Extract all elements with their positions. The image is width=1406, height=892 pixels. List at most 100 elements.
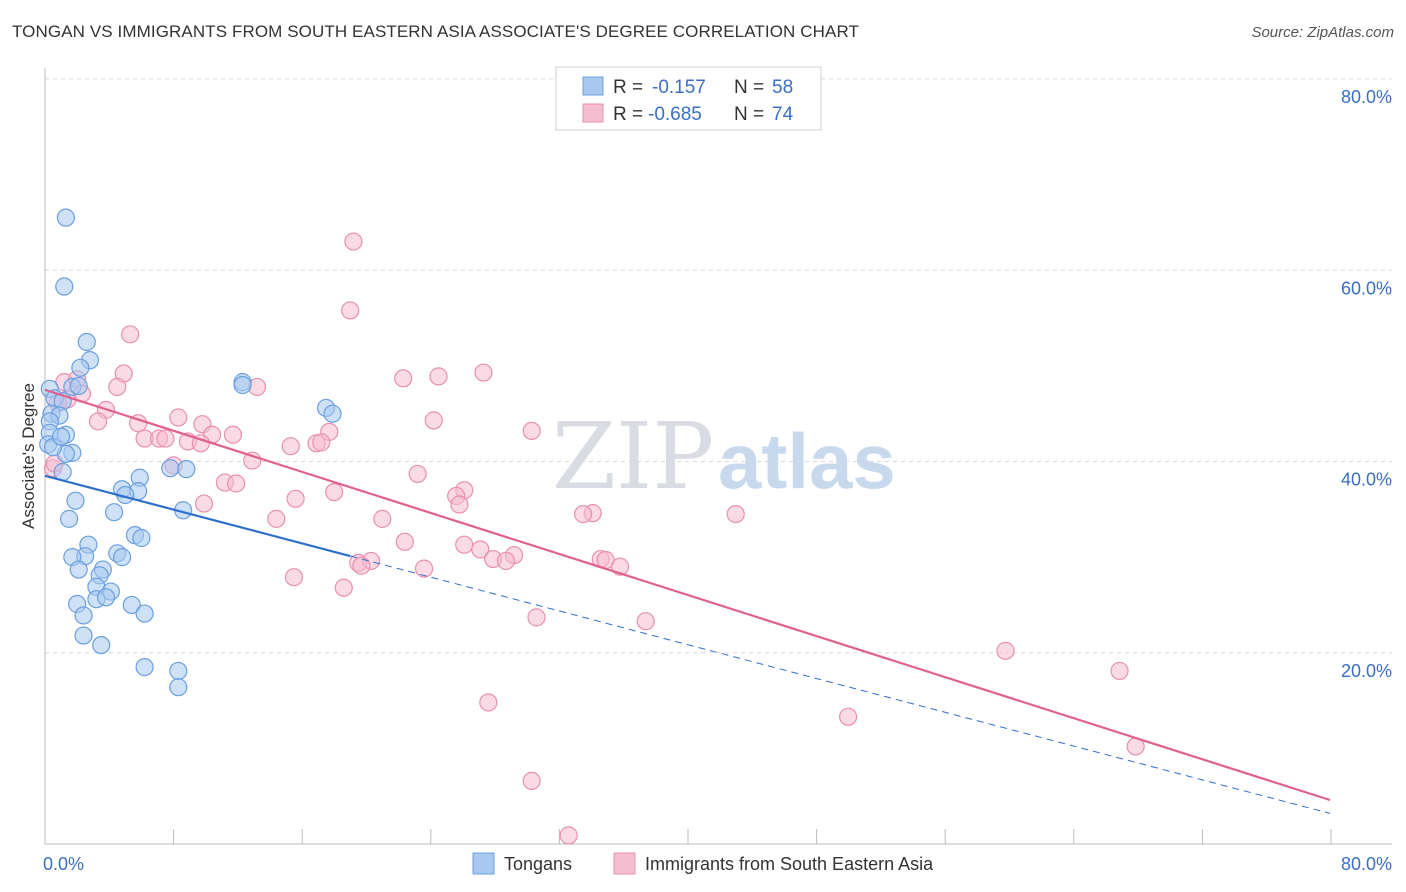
immigrants-point-16 [424,411,443,430]
series-immigrants-points [43,232,1145,845]
immigrants-point-64 [527,608,546,627]
y-tick-label-40: 40.0% [1341,470,1392,490]
legend: R = -0.157 N = 58 R = -0.685 N = 74 [555,66,822,131]
legend-r-label-1: R = [613,77,643,98]
immigrants-point-35 [408,464,427,484]
tongans-point-26 [104,503,124,522]
immigrants-trend [44,388,1331,802]
immigrants-point-9 [108,377,127,397]
y-axis-tick-labels: 80.0% 60.0% 40.0% 20.0% [1341,87,1392,681]
tongans-point-18 [161,459,180,478]
immigrants-point-1 [341,301,360,320]
tongans-point-45 [74,606,93,625]
immigrants-point-54 [496,551,516,571]
x-axis-ticks [44,829,1332,844]
immigrants-point-37 [227,474,246,493]
immigrants-point-0 [344,232,363,251]
tongans-point-49 [169,661,188,681]
x-tick-label-max: 80.0% [1341,854,1392,874]
trend-lines [44,388,1331,814]
immigrants-point-50 [455,535,474,554]
immigrants-point-71 [522,771,541,790]
immigrants-point-42 [194,494,214,513]
immigrants-point-62 [284,568,304,587]
y-tick-label-20: 20.0% [1341,661,1392,681]
immigrants-point-5 [394,369,413,388]
source-label: Source: ZipAtlas.com [1251,24,1394,41]
immigrants-point-69 [839,707,858,726]
immigrants-point-17 [88,412,108,431]
immigrants-point-51 [471,540,490,559]
immigrants-point-45 [573,504,593,524]
tongans-point-19 [177,460,196,479]
tongans-point-27 [59,509,79,528]
tongans-point-1 [55,277,74,296]
immigrants-point-72 [559,826,578,845]
tongans-point-53 [323,404,342,423]
tongans-point-57 [69,376,88,396]
legend-n-value-2: 74 [772,104,794,125]
bottom-legend-tongans: Tongans [504,854,572,874]
immigrants-point-57 [352,556,371,575]
bottom-legend: Tongans Immigrants from South Eastern As… [472,852,934,875]
legend-n-value-1: 58 [772,77,793,98]
gridlines [45,78,1392,654]
y-tick-label-60: 60.0% [1341,278,1392,298]
tongans-point-56 [51,427,71,446]
tongans-point-44 [135,604,154,623]
immigrants-point-21 [522,421,541,440]
immigrants-point-66 [996,641,1015,660]
immigrants-point-39 [325,483,344,502]
chart-title: TONGAN VS IMMIGRANTS FROM SOUTH EASTERN … [12,22,859,41]
y-tick-label-80: 80.0% [1341,87,1392,107]
immigrants-point-67 [1110,661,1129,681]
tongans-point-43 [122,595,141,615]
immigrants-point-40 [286,489,305,508]
immigrants-point-4 [474,363,493,382]
immigrants-point-49 [395,532,414,551]
tongans-point-2 [77,332,96,352]
legend-n-label-2: N = [734,104,764,125]
tongans-point-47 [92,635,111,655]
legend-swatch-pink [582,103,604,123]
immigrants-point-43 [450,495,469,514]
tongans-point-46 [74,626,93,645]
tongans-point-54 [233,375,252,395]
immigrants-point-68 [479,693,498,712]
bottom-legend-swatch-tongans [472,852,495,875]
immigrants-point-28 [312,433,331,452]
tongans-point-35 [69,560,88,579]
immigrants-point-47 [267,509,286,528]
tongans-trend-dashed [350,555,1331,814]
tongans-point-41 [96,588,116,607]
tongans-point-4 [71,358,90,377]
watermark-atlas: atlas [718,417,896,505]
tongans-point-0 [56,208,75,227]
legend-n-label-1: N = [734,77,764,98]
legend-swatch-blue [582,76,604,96]
immigrants-point-46 [726,504,745,524]
immigrants-point-29 [281,437,300,456]
tongans-point-24 [66,491,85,510]
tongans-point-33 [112,548,132,567]
tongans-trend-solid [44,474,351,558]
bottom-legend-swatch-immigrants [613,852,636,875]
immigrants-point-15 [169,408,188,427]
immigrants-point-65 [636,612,655,631]
immigrants-point-31 [156,429,175,448]
y-axis-label: Associate's Degree [19,383,38,529]
immigrants-point-48 [373,509,392,528]
tongans-point-29 [132,528,151,548]
watermark-zip: ZIP [552,403,714,510]
immigrants-point-61 [414,559,434,578]
tongans-point-50 [169,678,188,697]
immigrants-point-23 [223,425,243,444]
legend-r-value-1: -0.157 [652,77,706,98]
legend-r-value-2: -0.685 [648,104,702,125]
bottom-legend-immigrants: Immigrants from South Eastern Asia [645,854,934,874]
series-tongans-points [39,208,342,697]
x-tick-label-min: 0.0% [43,854,84,874]
legend-r-label-2: R = [613,104,643,125]
immigrants-point-6 [429,367,448,386]
